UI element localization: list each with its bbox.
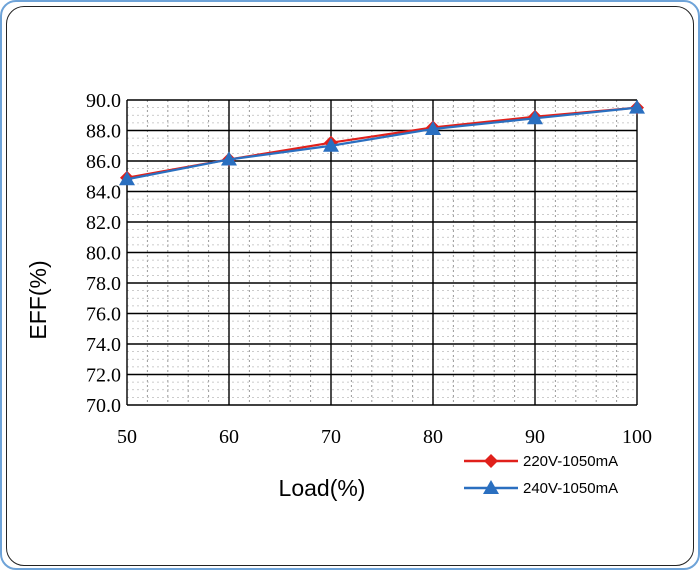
x-tick-label: 60 [219,426,239,448]
legend-item: 220V-1050mA [464,453,618,470]
legend-label: 240V-1050mA [523,480,618,497]
y-tick-label: 90.0 [86,90,121,112]
y-tick-label: 80.0 [86,243,121,265]
y-axis-title: EFF(%) [25,260,51,339]
data-point [629,99,645,114]
y-tick-label: 74.0 [86,334,121,356]
major-grid [126,99,638,406]
y-tick-label: 78.0 [86,273,121,295]
data-point [221,151,237,166]
data-point [119,171,135,186]
y-tick-labels: 70.0 72.0 74.0 76.0 78.0 80.0 82.0 84.0 86.0 88.0… [86,90,121,417]
minor-grid [127,100,637,405]
legend-marker [483,480,499,494]
x-tick-label: 50 [117,426,137,448]
data-point [527,110,543,125]
x-tick-label: 90 [525,426,545,448]
y-tick-label: 86.0 [86,151,121,173]
x-tick-label: 100 [622,426,652,448]
data-point [323,137,339,152]
series-line [126,106,638,181]
series-layer [119,99,645,186]
series-2 [119,99,645,186]
y-tick-label: 76.0 [86,304,121,326]
legend-item: 240V-1050mA [464,480,618,497]
y-tick-label: 72.0 [86,365,121,387]
y-tick-label: 84.0 [86,182,121,204]
legend-label: 220V-1050mA [523,453,618,470]
x-tick-label: 80 [423,426,443,448]
series-line [126,106,638,179]
x-tick-labels: 50 60 70 80 90 100 [117,426,652,448]
legend-marker [484,454,498,468]
series-1 [120,100,644,185]
x-tick-label: 70 [321,426,341,448]
y-tick-label: 88.0 [86,121,121,143]
y-tick-label: 82.0 [86,212,121,234]
legend: 220V-1050mA 240V-1050mA [464,453,618,497]
y-tick-label: 70.0 [86,395,121,417]
data-point [425,120,441,135]
x-axis-title: Load(%) [279,475,366,501]
